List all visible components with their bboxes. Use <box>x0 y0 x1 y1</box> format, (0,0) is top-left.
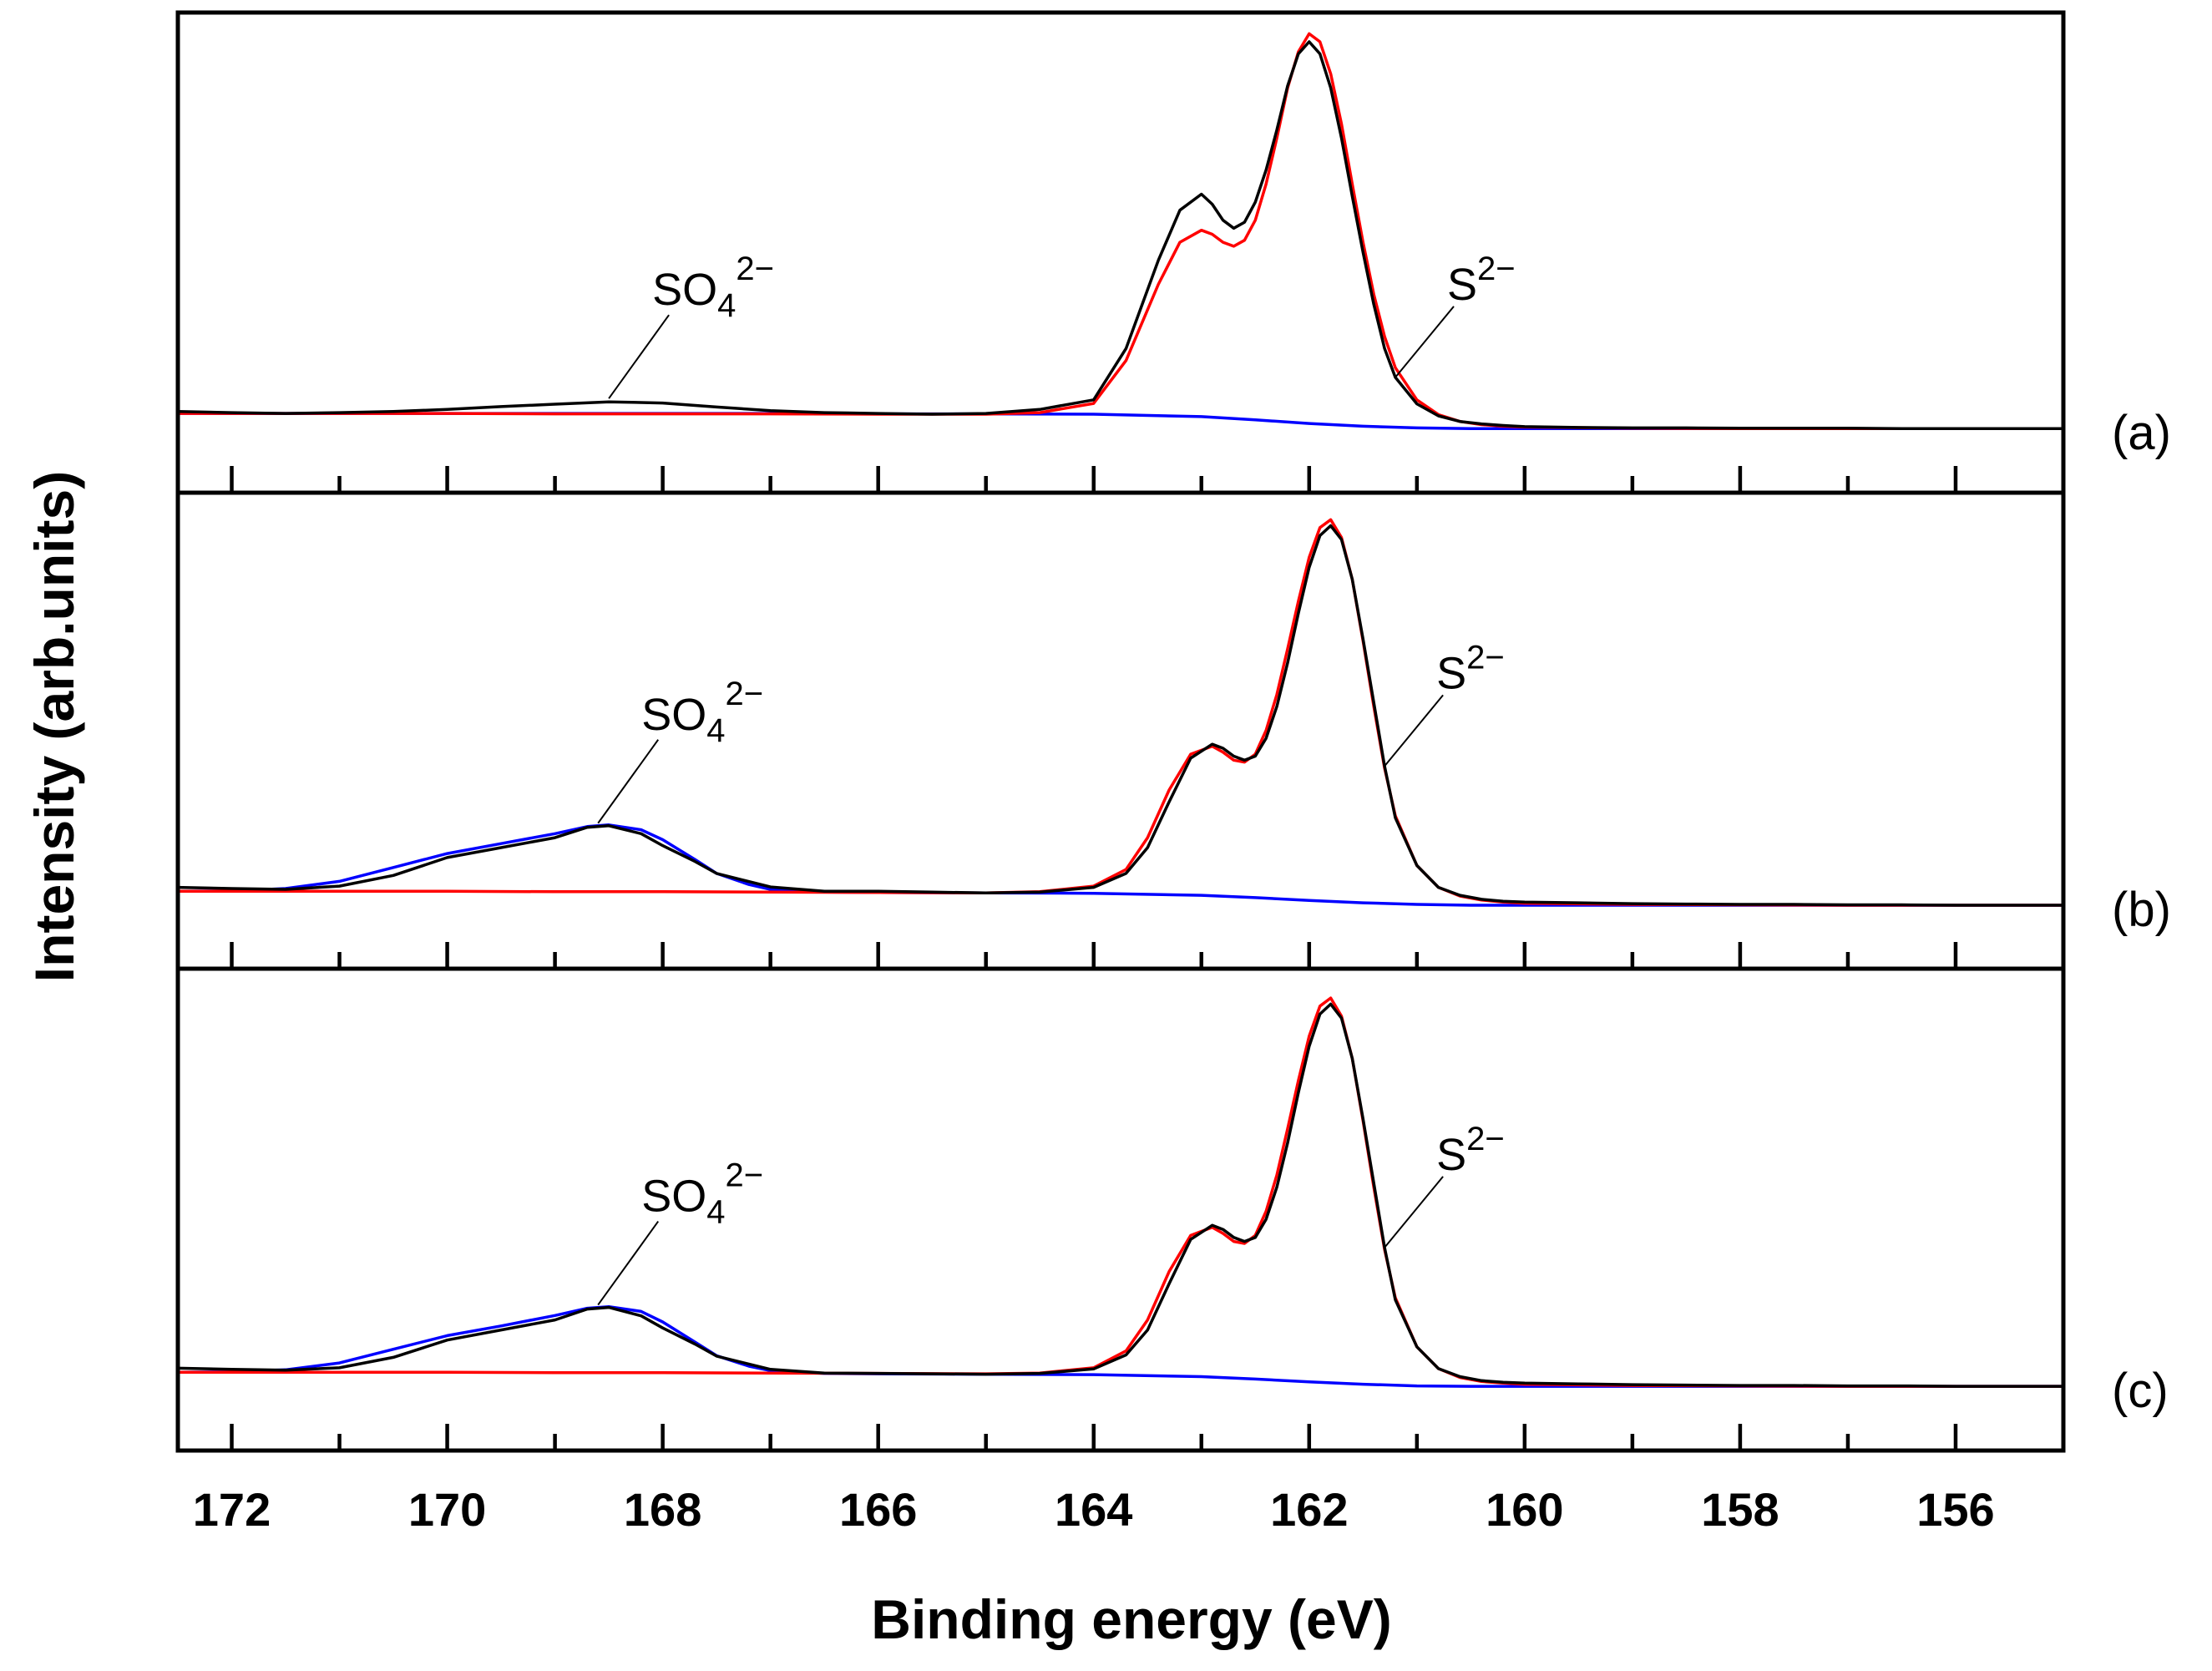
panel-label: (c) <box>2112 1364 2169 1418</box>
x-tick-label: 170 <box>408 1483 486 1536</box>
panel-c: SO42− S2−(c) <box>176 996 2169 1418</box>
x-tick-label: 168 <box>624 1483 701 1536</box>
x-tick-label: 158 <box>1701 1483 1779 1536</box>
series-fit-line <box>176 32 2065 431</box>
series-component-line <box>176 1304 2065 1388</box>
s2-base: S <box>1436 1130 1466 1180</box>
x-tick-label: 156 <box>1916 1483 1994 1536</box>
series-raw-line <box>176 40 2065 431</box>
so4-annotation: SO42− <box>652 251 774 324</box>
x-axis-ticks: 172 170 168 166 164 162 160 158 156 <box>193 466 2066 1536</box>
so4-base: SO <box>641 690 706 740</box>
series-fit-line <box>176 518 2065 907</box>
frame-border <box>175 10 2066 1453</box>
s2-annotation: S2− <box>1447 251 1516 310</box>
panel-label: (b) <box>2112 883 2171 937</box>
y-axis-label: Intensity (arb.units) <box>23 471 85 982</box>
s2-superscript: 2− <box>1466 639 1505 676</box>
series-raw-line <box>176 1002 2065 1388</box>
so4-subscript: 4 <box>706 1194 725 1231</box>
so4-leader-line <box>608 314 670 399</box>
s2-annotation: S2− <box>1436 1121 1505 1180</box>
s2-base: S <box>1447 260 1477 310</box>
so4-superscript: 2− <box>725 1157 763 1194</box>
series-fit-line <box>176 996 2065 1388</box>
so4-base: SO <box>641 1172 706 1222</box>
so4-base: SO <box>652 265 717 315</box>
panels-layer: SO42− S2−(a)SO42− S2−(b)SO42− S2−(c) <box>176 32 2171 1418</box>
x-tick-label: 164 <box>1055 1483 1132 1536</box>
so4-annotation: SO42− <box>641 676 763 749</box>
series-raw-line <box>176 524 2065 907</box>
s2-annotation: S2− <box>1436 639 1505 698</box>
plot-frame <box>175 10 2066 1453</box>
x-tick-label: 166 <box>839 1483 917 1536</box>
panel-b: SO42− S2−(b) <box>176 518 2171 937</box>
so4-subscript: 4 <box>706 712 725 749</box>
panel-a: SO42− S2−(a) <box>176 32 2171 460</box>
so4-annotation: SO42− <box>641 1157 763 1231</box>
so4-leader-line <box>597 1221 660 1306</box>
s2-leader-line <box>1395 306 1455 378</box>
s2-superscript: 2− <box>1477 251 1516 287</box>
x-tick-label: 162 <box>1270 1483 1348 1536</box>
s2-base: S <box>1436 648 1466 698</box>
s2-leader-line <box>1384 694 1444 767</box>
s2-superscript: 2− <box>1466 1121 1505 1157</box>
so4-superscript: 2− <box>725 676 763 712</box>
x-tick-label: 160 <box>1486 1483 1563 1536</box>
x-axis-label: Binding energy (eV) <box>871 1588 1391 1650</box>
series-component-line <box>176 412 2065 431</box>
x-tick-label: 172 <box>193 1483 271 1536</box>
series-component-line <box>176 823 2065 907</box>
so4-subscript: 4 <box>717 287 736 324</box>
so4-leader-line <box>597 739 660 824</box>
so4-superscript: 2− <box>736 251 774 287</box>
panel-label: (a) <box>2112 406 2171 460</box>
s2-leader-line <box>1384 1176 1444 1248</box>
